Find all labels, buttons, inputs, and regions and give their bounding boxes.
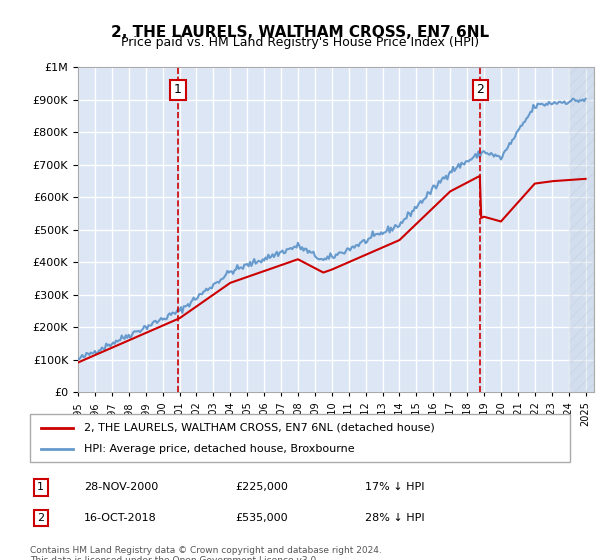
Text: Contains HM Land Registry data © Crown copyright and database right 2024.
This d: Contains HM Land Registry data © Crown c… <box>30 546 382 560</box>
Text: Price paid vs. HM Land Registry's House Price Index (HPI): Price paid vs. HM Land Registry's House … <box>121 36 479 49</box>
Text: 2, THE LAURELS, WALTHAM CROSS, EN7 6NL (detached house): 2, THE LAURELS, WALTHAM CROSS, EN7 6NL (… <box>84 423 435 433</box>
Text: 28% ↓ HPI: 28% ↓ HPI <box>365 513 424 523</box>
Text: 1: 1 <box>174 83 182 96</box>
Text: 16-OCT-2018: 16-OCT-2018 <box>84 513 157 523</box>
Text: 2: 2 <box>37 513 44 523</box>
Text: HPI: Average price, detached house, Broxbourne: HPI: Average price, detached house, Brox… <box>84 444 355 454</box>
FancyBboxPatch shape <box>30 414 570 462</box>
Text: 28-NOV-2000: 28-NOV-2000 <box>84 482 158 492</box>
Text: 2, THE LAURELS, WALTHAM CROSS, EN7 6NL: 2, THE LAURELS, WALTHAM CROSS, EN7 6NL <box>111 25 489 40</box>
Text: £225,000: £225,000 <box>235 482 288 492</box>
Bar <box>569 67 594 392</box>
Text: £535,000: £535,000 <box>235 513 288 523</box>
Text: 1: 1 <box>37 482 44 492</box>
Text: 2: 2 <box>476 83 484 96</box>
Text: 17% ↓ HPI: 17% ↓ HPI <box>365 482 424 492</box>
